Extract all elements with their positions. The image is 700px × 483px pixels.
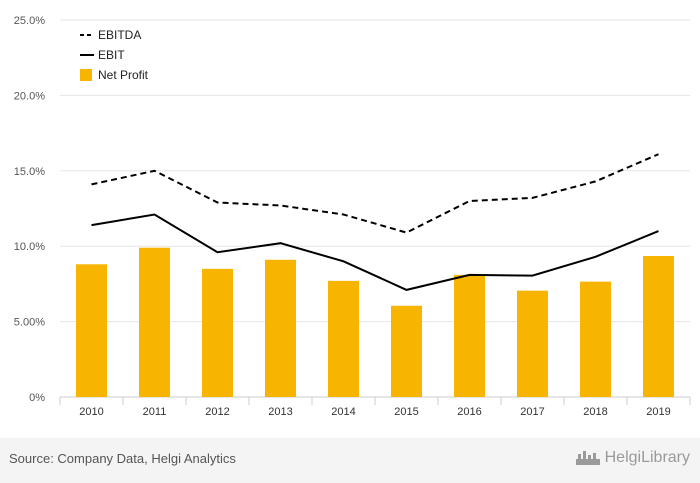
brand-name: HelgiLibrary	[604, 449, 690, 466]
legend-swatch	[80, 69, 92, 81]
bar-net-profit	[580, 281, 611, 397]
footer: Source: Company Data, Helgi Analytics He…	[0, 438, 700, 483]
line-ebit	[91, 213, 659, 291]
x-tick-label: 2013	[268, 406, 292, 418]
source-text: Source: Company Data, Helgi Analytics	[9, 451, 236, 466]
x-tick-label: 2018	[583, 406, 607, 418]
bar-net-profit	[517, 290, 548, 397]
bar-net-profit	[202, 268, 233, 397]
legend-label: EBITDA	[98, 28, 141, 42]
x-tick-label: 2019	[646, 406, 670, 418]
x-tick-label: 2011	[143, 406, 167, 418]
legend-label: EBIT	[98, 48, 125, 62]
bar-net-profit	[328, 280, 359, 397]
x-tick-label: 2015	[394, 406, 418, 418]
bar-net-profit	[454, 274, 485, 397]
bar-net-profit	[139, 247, 170, 397]
legend-label: Net Profit	[98, 68, 149, 82]
y-tick-label: 25.0%	[14, 15, 45, 27]
x-tick-label: 2012	[205, 406, 229, 418]
brand-logo[interactable]: HelgiLibrary	[575, 449, 690, 467]
chart: 0% 5.00% 10.0% 15.0% 20.0% 25.0% 2010 2011 2012 2…	[14, 15, 691, 418]
library-icon	[575, 451, 600, 465]
y-tick-label: 20.0%	[14, 90, 45, 102]
x-tick-label: 2017	[520, 406, 544, 418]
bar-net-profit	[76, 264, 107, 397]
y-tick-label: 15.0%	[14, 166, 45, 178]
y-tick-label: 5.00%	[14, 317, 45, 329]
bar-net-profit	[265, 259, 296, 397]
bar-net-profit	[643, 256, 674, 397]
y-tick-label: 0%	[29, 392, 45, 404]
bar-net-profit	[391, 305, 422, 397]
x-tick-label: 2014	[331, 406, 355, 418]
line-ebitda	[91, 153, 659, 234]
x-tick-label: 2010	[79, 406, 103, 418]
x-tick-label: 2016	[457, 406, 481, 418]
y-tick-label: 10.0%	[14, 241, 45, 253]
